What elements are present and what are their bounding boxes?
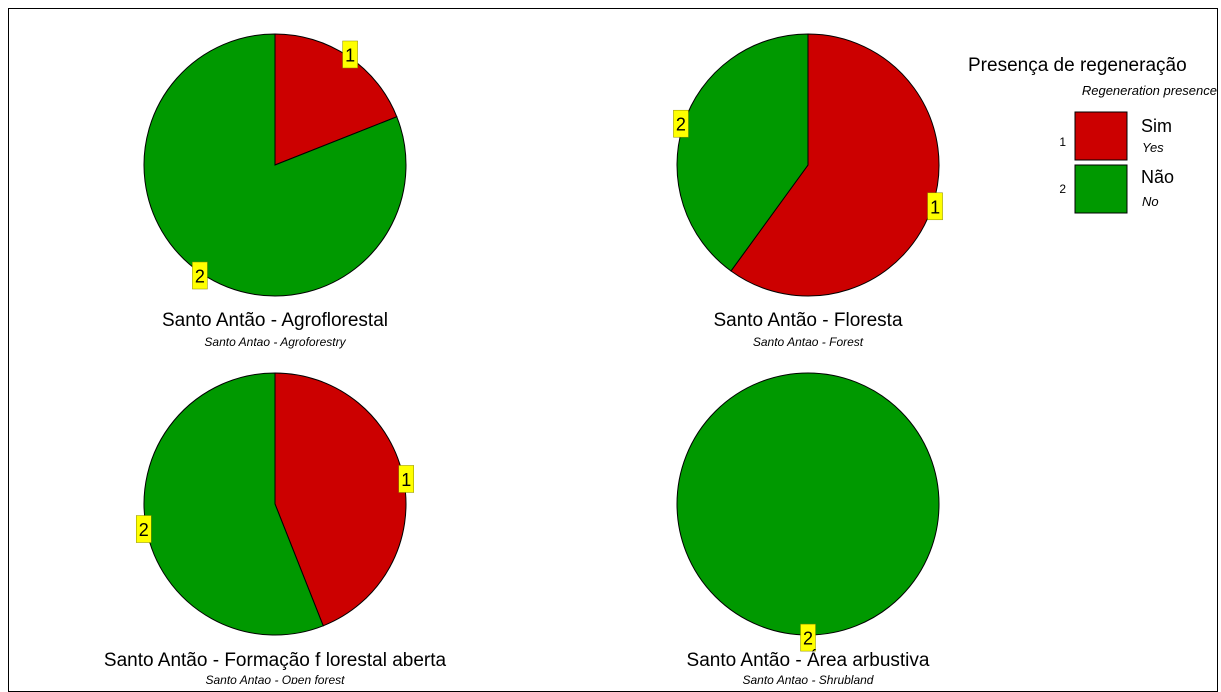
legend-title: Presença de regeneração (968, 55, 1187, 76)
pie-2-label-box-1 (927, 192, 943, 221)
legend-item-1-id: 1 (1059, 135, 1066, 149)
pie-4-slice-2 (676, 372, 940, 636)
pie-1-label-2: 2 (195, 267, 205, 287)
legend-item-1-name: Sim (1141, 116, 1172, 136)
pie-1-title: Santo Antão - Agroflorestal (162, 310, 388, 331)
pie-4-label-box-2 (800, 623, 816, 652)
legend-item-2-name: Não (1141, 167, 1174, 187)
pie-chart-3: 1 2 Santo Antão - Formação f lorestal aber… (104, 372, 447, 684)
pie-4-subtitle: Santo Antao - Shrubland (743, 673, 874, 684)
pie-2-label-2: 2 (676, 115, 686, 135)
pie-3-label-box-2 (135, 515, 152, 543)
legend-item-2-name-en: No (1142, 194, 1159, 209)
pie-1-label-1: 1 (345, 45, 355, 65)
pie-3-title: Santo Antão - Formação f lorestal aberta (104, 650, 447, 671)
pie-1-subtitle: Santo Antao - Agroforestry (204, 335, 346, 349)
pie-1-label-box-2 (192, 261, 208, 290)
pie-4-label-2: 2 (803, 629, 813, 649)
legend-subtitle: Regeneration presence (1082, 83, 1217, 98)
pie-2-label-box-2 (673, 109, 689, 138)
pie-1-label-box-1 (342, 40, 358, 69)
pie-chart-1: 1 2 Santo Antão - Agroflorestal Santo Antao… (143, 33, 407, 349)
pie-2-subtitle: Santo Antao - Forest (753, 335, 864, 349)
legend: Presença de regeneração Regeneration pre… (968, 55, 1217, 214)
legend-item-2-id: 2 (1059, 182, 1066, 196)
pie-chart-2: 1 2 Santo Antão - Floresta Santo Antao - Fo… (673, 33, 943, 349)
pie-3-label-1: 1 (401, 470, 411, 490)
pie-4-title: Santo Antão - Área arbustiva (687, 650, 930, 671)
pie-2-label-1: 1 (930, 197, 940, 217)
pie-3-label-box-1 (398, 465, 415, 493)
pie-2-title: Santo Antão - Floresta (713, 310, 902, 331)
pie-3-subtitle: Santo Antao - Open forest (206, 673, 346, 684)
legend-item-1-swatch (1074, 111, 1128, 161)
pie-charts: 1 2 Santo Antão - Agroflorestal Santo Antao… (104, 33, 943, 684)
legend-item-1-name-en: Yes (1142, 140, 1164, 155)
legend-item-2-swatch (1074, 164, 1128, 214)
pie-3-label-2: 2 (139, 520, 149, 540)
